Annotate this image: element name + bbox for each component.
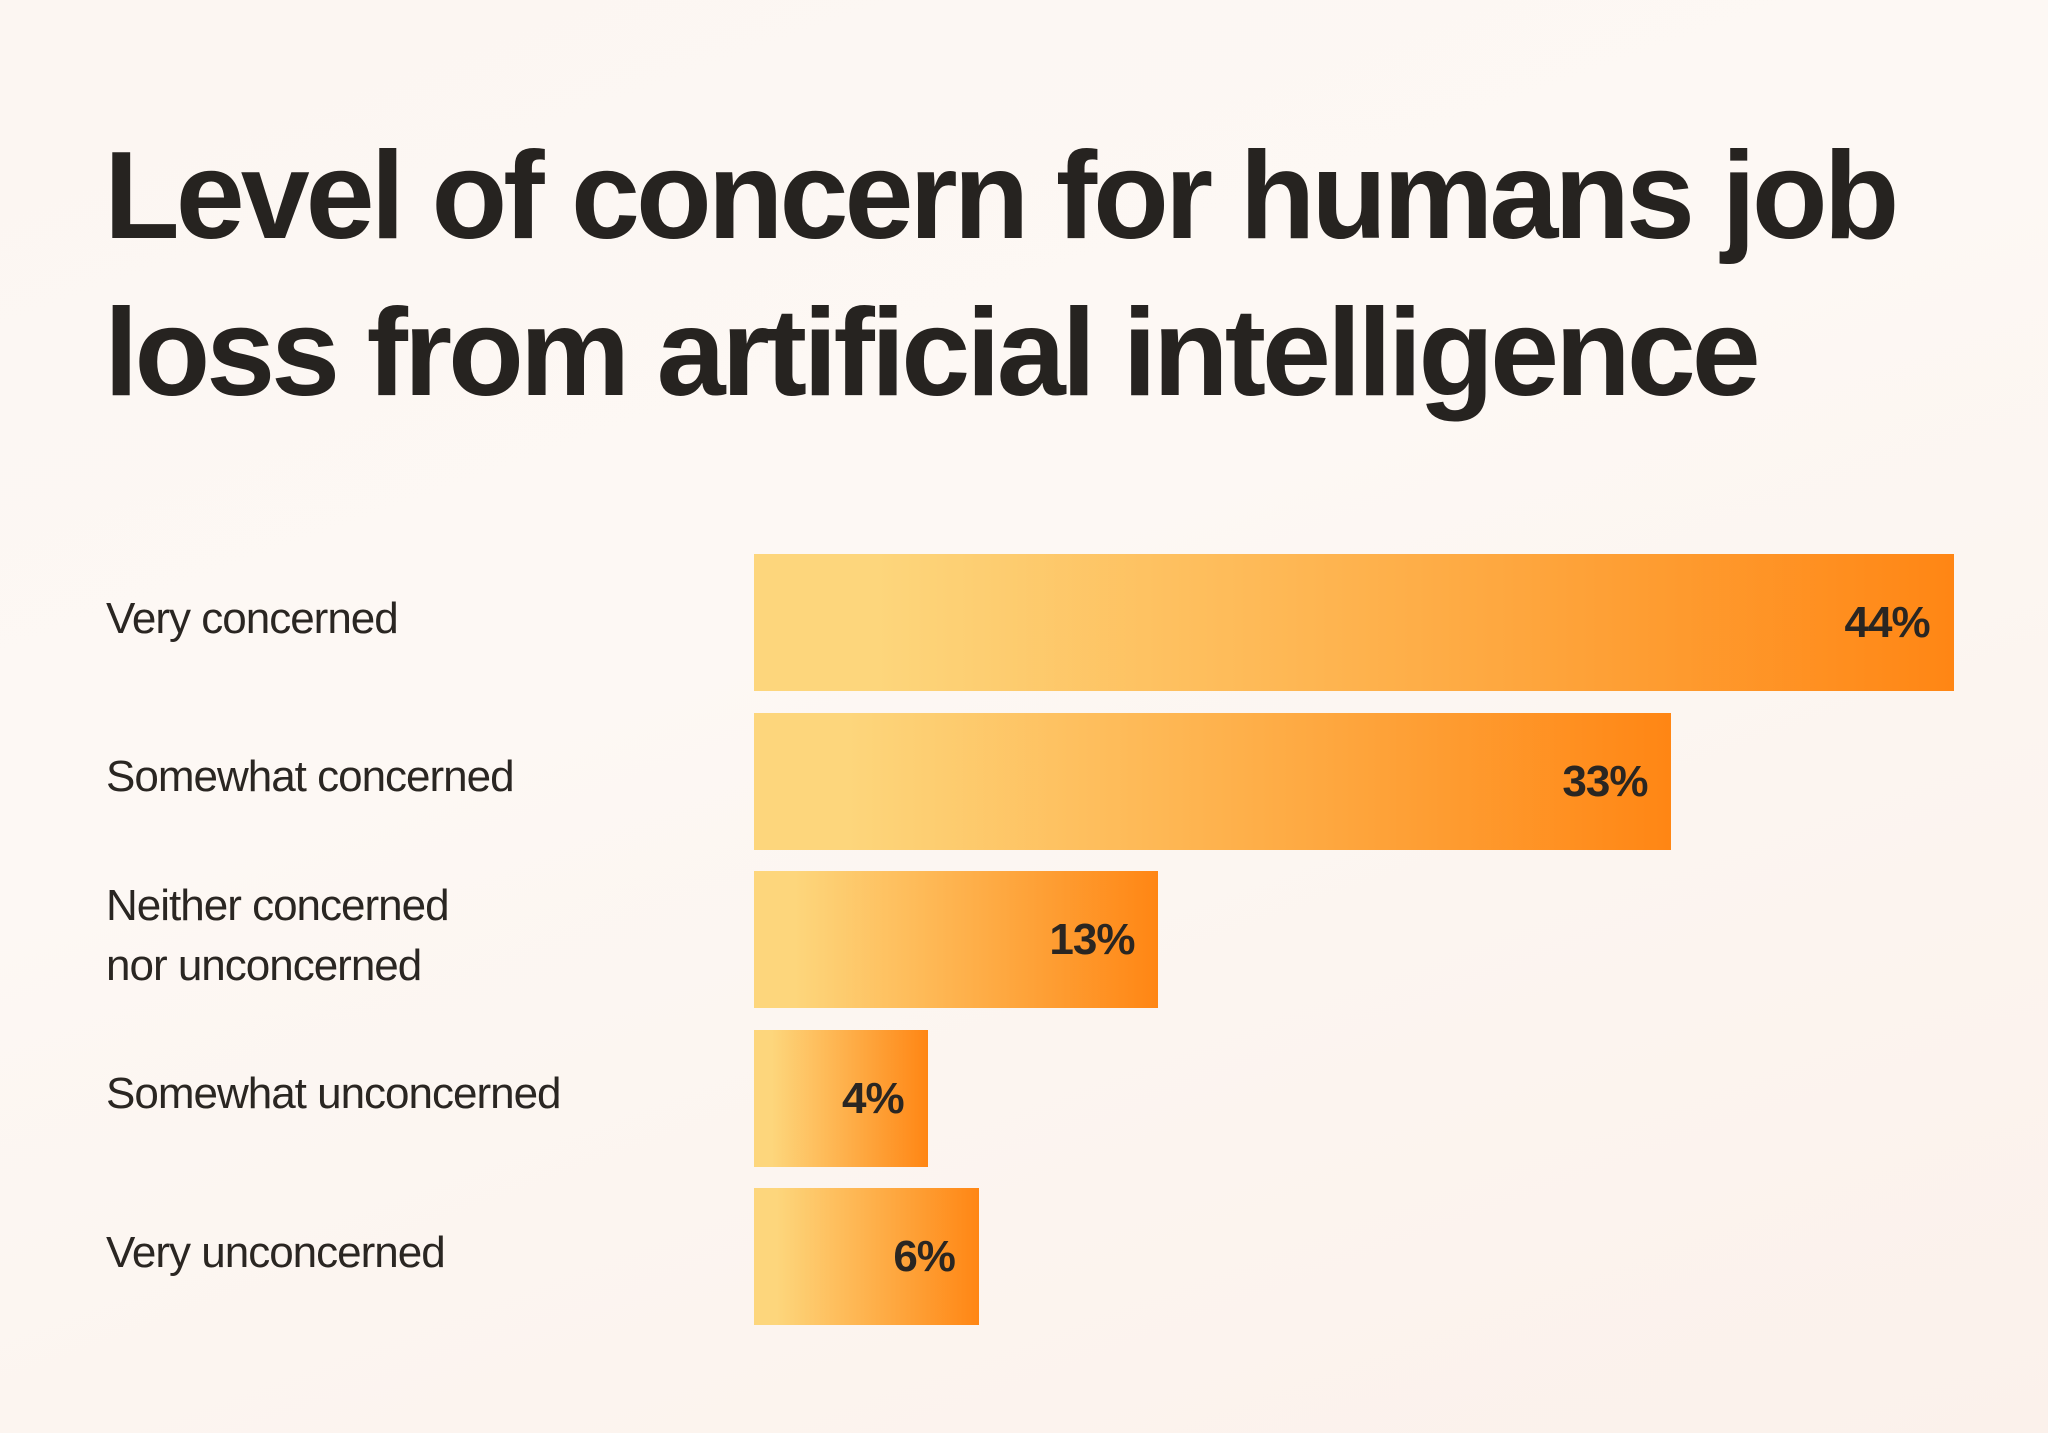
category-label: Very unconcerned xyxy=(106,1227,446,1277)
category-label: Neither concerned nor unconcerned xyxy=(106,880,450,990)
bar xyxy=(754,1188,979,1325)
value-label: 44% xyxy=(1844,598,1931,647)
bar xyxy=(754,712,1672,850)
bar xyxy=(754,1029,928,1167)
chart-title: Level of concern for humans job loss fro… xyxy=(104,127,1899,422)
category-label: Somewhat concerned xyxy=(106,752,515,801)
category-label: Very concerned xyxy=(106,593,399,643)
value-label: 6% xyxy=(893,1232,956,1281)
value-label: 33% xyxy=(1562,756,1648,806)
bar xyxy=(754,871,1159,1008)
bar xyxy=(754,554,1954,691)
category-label: Somewhat unconcerned xyxy=(106,1069,562,1118)
value-label: 4% xyxy=(842,1073,905,1123)
value-label: 13% xyxy=(1049,915,1135,964)
